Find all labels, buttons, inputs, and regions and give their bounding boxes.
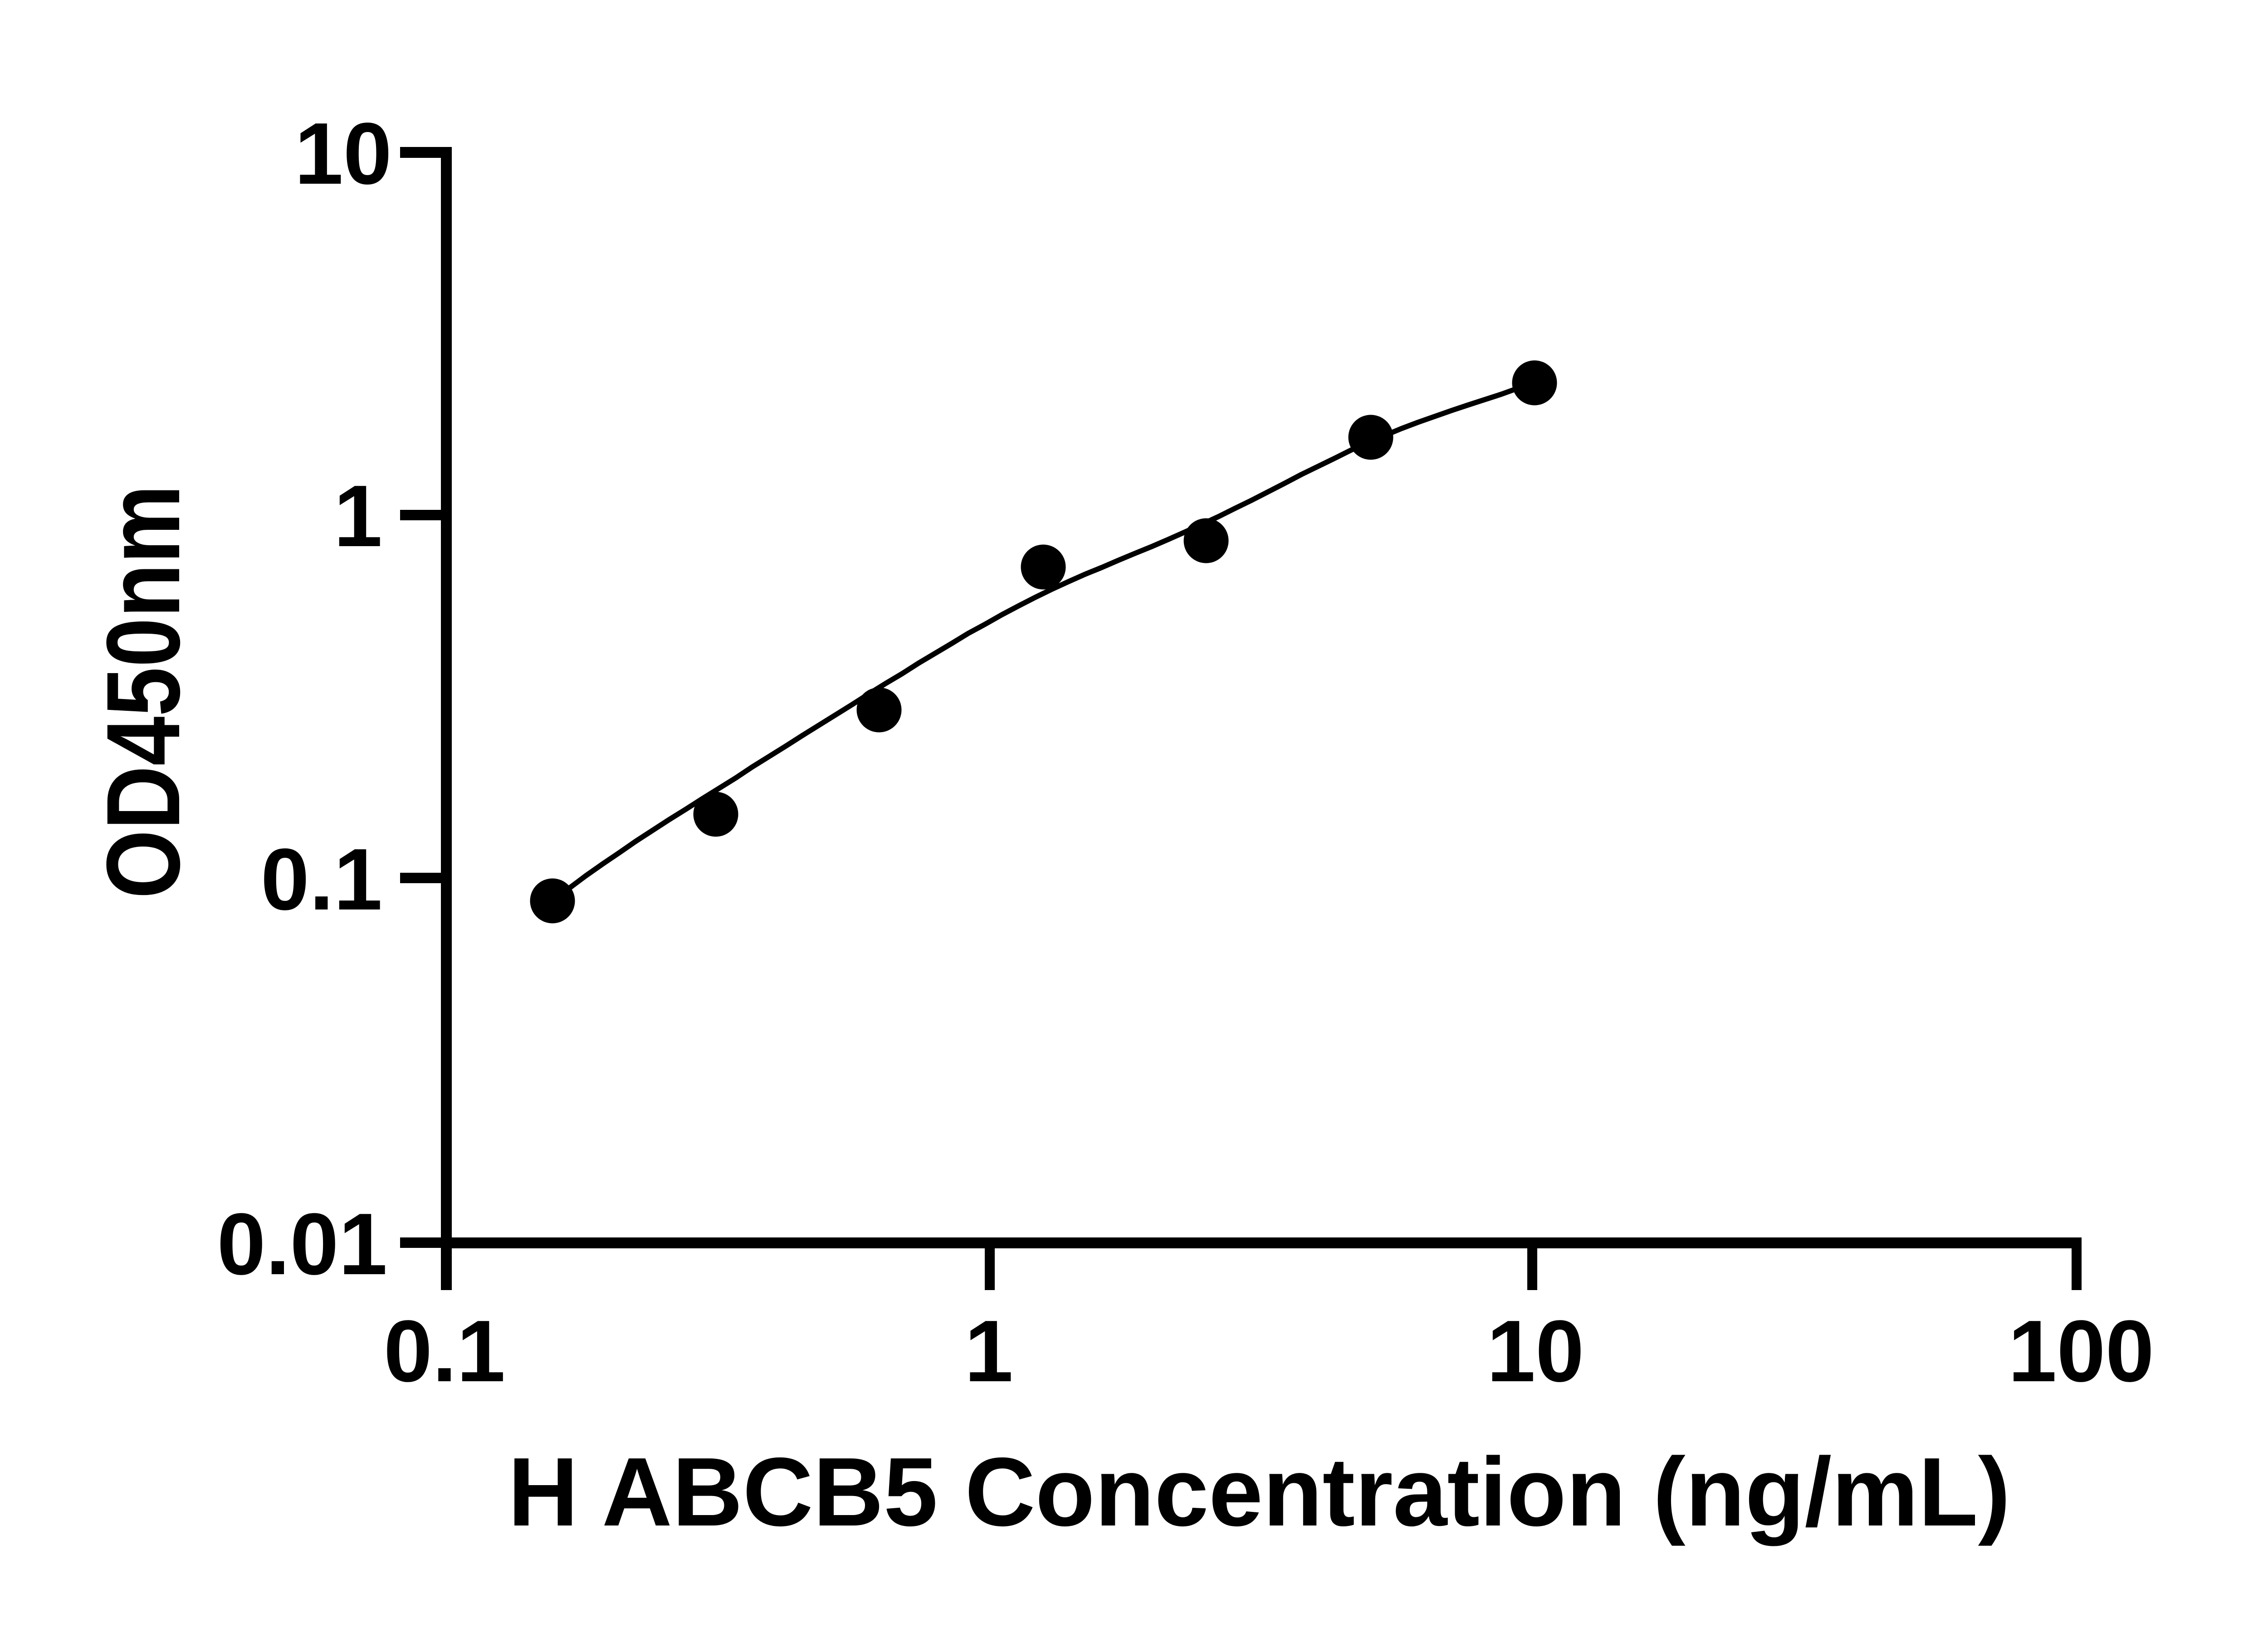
svg-text:OD450nm: OD450nm — [85, 485, 201, 899]
svg-text:10: 10 — [294, 104, 392, 202]
svg-text:1: 1 — [334, 467, 382, 565]
svg-text:0.1: 0.1 — [261, 830, 382, 928]
svg-text:100: 100 — [2008, 1302, 2154, 1400]
svg-text:0.01: 0.01 — [217, 1195, 387, 1293]
svg-text:H ABCB5 Concentration (ng/mL): H ABCB5 Concentration (ng/mL) — [508, 1437, 2010, 1546]
svg-text:1: 1 — [964, 1302, 1013, 1400]
svg-text:0.1: 0.1 — [384, 1302, 505, 1400]
svg-text:10: 10 — [1487, 1302, 1584, 1400]
